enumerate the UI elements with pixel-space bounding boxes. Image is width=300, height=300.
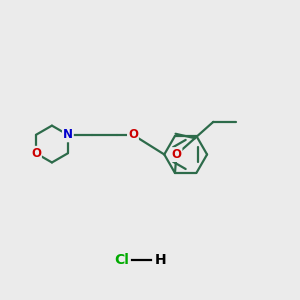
Text: Cl: Cl [114, 253, 129, 267]
Text: N: N [63, 128, 73, 141]
Text: H: H [154, 253, 166, 267]
Text: O: O [31, 147, 41, 160]
Text: O: O [128, 128, 138, 141]
Text: O: O [172, 148, 182, 161]
